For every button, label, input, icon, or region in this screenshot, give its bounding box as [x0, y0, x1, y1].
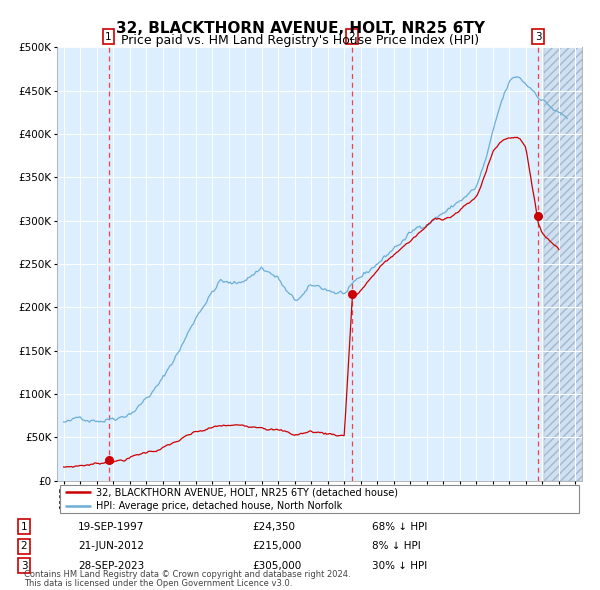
Text: 21-JUN-2012: 21-JUN-2012	[78, 542, 144, 551]
Text: 30% ↓ HPI: 30% ↓ HPI	[372, 561, 427, 571]
Text: 32, BLACKTHORN AVENUE, HOLT, NR25 6TY: 32, BLACKTHORN AVENUE, HOLT, NR25 6TY	[115, 21, 485, 35]
Text: 1: 1	[105, 32, 112, 42]
Text: Contains HM Land Registry data © Crown copyright and database right 2024.: Contains HM Land Registry data © Crown c…	[24, 571, 350, 579]
Bar	[544, 47, 599, 481]
Text: £24,350: £24,350	[252, 522, 295, 532]
Text: 3: 3	[20, 561, 28, 571]
Text: Price paid vs. HM Land Registry's House Price Index (HPI): Price paid vs. HM Land Registry's House …	[121, 34, 479, 47]
Text: 28-SEP-2023: 28-SEP-2023	[78, 561, 144, 571]
Text: HPI: Average price, detached house, North Norfolk: HPI: Average price, detached house, Nort…	[97, 501, 343, 511]
Text: 2: 2	[349, 32, 355, 42]
Text: 2: 2	[20, 542, 28, 551]
Bar	[544, 47, 599, 481]
Text: This data is licensed under the Open Government Licence v3.0.: This data is licensed under the Open Gov…	[24, 579, 292, 588]
Text: 19-SEP-1997: 19-SEP-1997	[78, 522, 145, 532]
Text: 8% ↓ HPI: 8% ↓ HPI	[372, 542, 421, 551]
Text: 1: 1	[20, 522, 28, 532]
Text: £305,000: £305,000	[252, 561, 301, 571]
Text: 32, BLACKTHORN AVENUE, HOLT, NR25 6TY (detached house): 32, BLACKTHORN AVENUE, HOLT, NR25 6TY (d…	[97, 487, 398, 497]
Text: 3: 3	[535, 32, 541, 42]
Text: 68% ↓ HPI: 68% ↓ HPI	[372, 522, 427, 532]
Text: £215,000: £215,000	[252, 542, 301, 551]
FancyBboxPatch shape	[59, 485, 580, 513]
